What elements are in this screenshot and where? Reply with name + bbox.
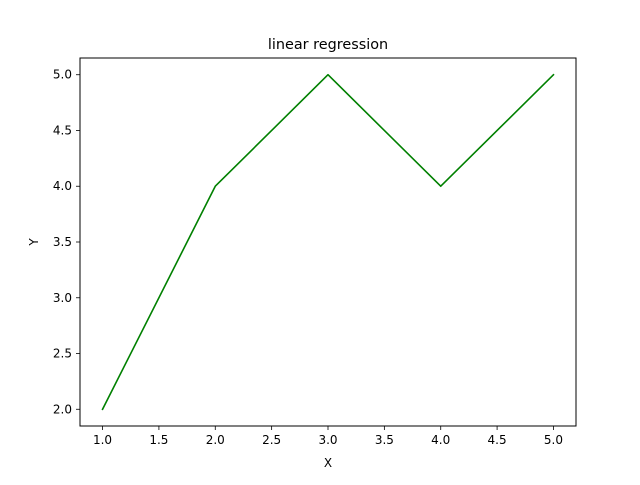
y-tick-label: 2.0 bbox=[53, 402, 72, 416]
y-tick-label: 4.5 bbox=[53, 123, 72, 137]
y-tick-label: 5.0 bbox=[53, 68, 72, 82]
ticks-layer: 1.0 1.5 2.0 2.5 3.0 3.5 4.0 4.5 5.0 2.0 2.5 3.0 3.5 4… bbox=[53, 68, 563, 447]
series-layer bbox=[101, 73, 555, 411]
y-tick-label: 3.0 bbox=[53, 291, 72, 305]
x-tick-label: 1.5 bbox=[149, 433, 168, 447]
series-line bbox=[101, 73, 555, 411]
x-tick-label: 4.5 bbox=[488, 433, 507, 447]
x-tick-label: 1.0 bbox=[93, 433, 112, 447]
plot-frame bbox=[79, 57, 577, 427]
x-tick-label: 4.0 bbox=[431, 433, 450, 447]
x-tick-label: 2.5 bbox=[262, 433, 281, 447]
chart-title: linear regression bbox=[268, 37, 388, 53]
x-tick-label: 5.0 bbox=[544, 433, 563, 447]
x-tick-label: 2.0 bbox=[206, 433, 225, 447]
x-tick-label: 3.5 bbox=[375, 433, 394, 447]
y-axis-label: Y bbox=[27, 238, 41, 247]
y-tick-label: 3.5 bbox=[53, 235, 72, 249]
y-tick-label: 4.0 bbox=[53, 179, 72, 193]
x-tick-label: 3.0 bbox=[318, 433, 337, 447]
x-axis-label: X bbox=[324, 456, 332, 470]
y-tick-label: 2.5 bbox=[53, 347, 72, 361]
